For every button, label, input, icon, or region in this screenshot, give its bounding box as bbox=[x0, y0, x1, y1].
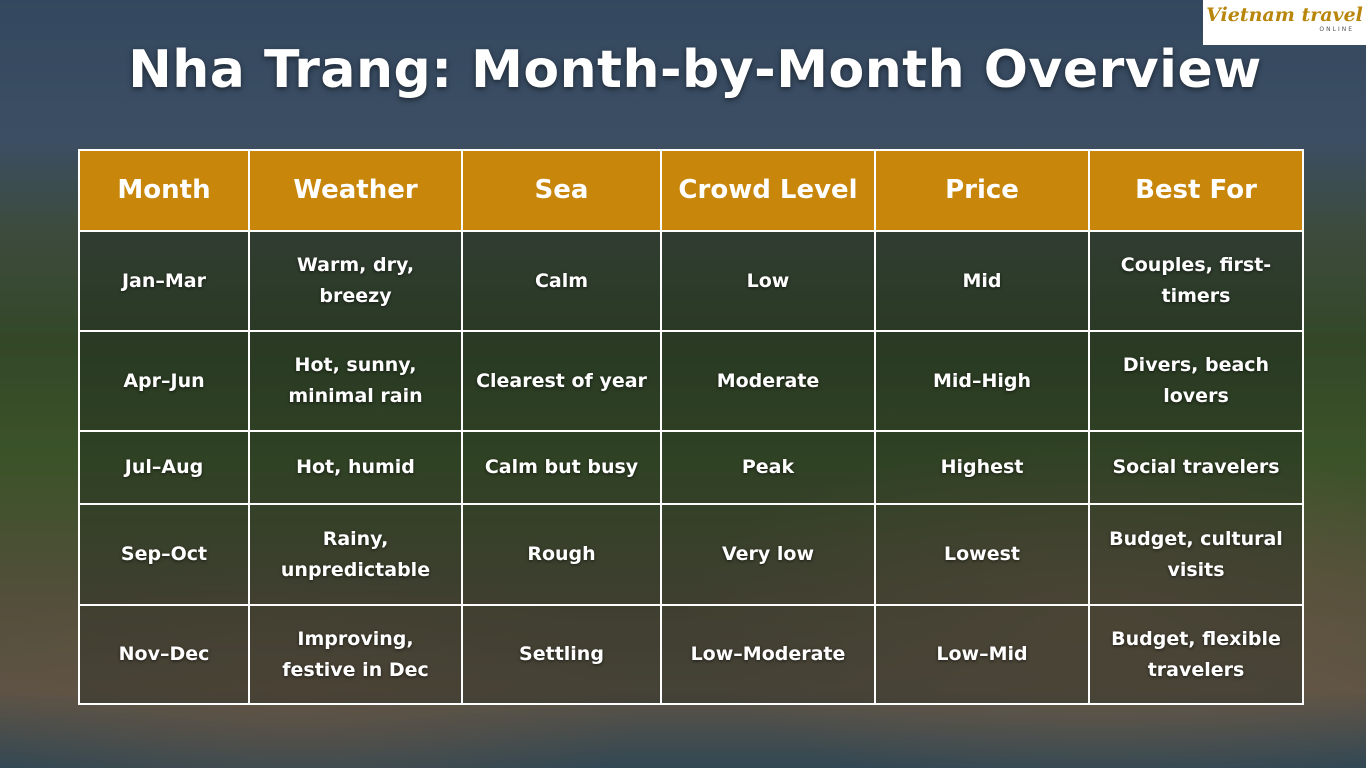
table-cell: Low–Moderate bbox=[660, 604, 876, 705]
table-cell: Social travelers bbox=[1088, 430, 1304, 505]
table-cell: Sep–Oct bbox=[78, 503, 250, 606]
table-cell: Budget, cultural visits bbox=[1088, 503, 1304, 606]
table-cell: Nov–Dec bbox=[78, 604, 250, 705]
column-header: Crowd Level bbox=[660, 149, 876, 232]
table-cell: Settling bbox=[461, 604, 662, 705]
table-cell: Peak bbox=[660, 430, 876, 505]
header-row: Month Weather Sea Crowd Level Price Best For bbox=[78, 149, 1304, 232]
table-cell: Apr–Jun bbox=[78, 330, 250, 432]
table-cell: Calm but busy bbox=[461, 430, 662, 505]
column-header: Weather bbox=[248, 149, 463, 232]
logo-subtext: ONLINE bbox=[1319, 26, 1354, 33]
column-header: Sea bbox=[461, 149, 662, 232]
column-header: Best For bbox=[1088, 149, 1304, 232]
table-cell: Mid bbox=[874, 230, 1090, 332]
table-cell: Hot, humid bbox=[248, 430, 463, 505]
table-cell: Clearest of year bbox=[461, 330, 662, 432]
table-row: Sep–Oct Rainy, unpredictable Rough Very low… bbox=[78, 503, 1304, 606]
table-cell: Calm bbox=[461, 230, 662, 332]
table-cell: Highest bbox=[874, 430, 1090, 505]
table-cell: Budget, flexible travelers bbox=[1088, 604, 1304, 705]
table-cell: Moderate bbox=[660, 330, 876, 432]
page-title: Nha Trang: Month-by-Month Overview bbox=[128, 40, 1262, 100]
table-cell: Jan–Mar bbox=[78, 230, 250, 332]
table-cell: Rough bbox=[461, 503, 662, 606]
table-cell: Low–Mid bbox=[874, 604, 1090, 705]
table-cell: Divers, beach lovers bbox=[1088, 330, 1304, 432]
table-cell: Warm, dry, breezy bbox=[248, 230, 463, 332]
table-cell: Very low bbox=[660, 503, 876, 606]
table-cell: Jul–Aug bbox=[78, 430, 250, 505]
column-header: Month bbox=[78, 149, 250, 232]
table-cell: Lowest bbox=[874, 503, 1090, 606]
table-cell: Couples, first-timers bbox=[1088, 230, 1304, 332]
table-cell: Rainy, unpredictable bbox=[248, 503, 463, 606]
table-cell: Low bbox=[660, 230, 876, 332]
logo[interactable]: Vietnam travel ONLINE bbox=[1203, 0, 1366, 45]
logo-text: Vietnam travel bbox=[1206, 4, 1363, 26]
table-row: Jan–Mar Warm, dry, breezy Calm Low Mid Couple… bbox=[78, 230, 1304, 332]
overview-table: Month Weather Sea Crowd Level Price Best For … bbox=[78, 149, 1304, 705]
table-cell: Hot, sunny, minimal rain bbox=[248, 330, 463, 432]
column-header: Price bbox=[874, 149, 1090, 232]
table-cell: Mid–High bbox=[874, 330, 1090, 432]
table-cell: Improving, festive in Dec bbox=[248, 604, 463, 705]
table-row: Nov–Dec Improving, festive in Dec Settling… bbox=[78, 604, 1304, 705]
table-row: Apr–Jun Hot, sunny, minimal rain Clearest … bbox=[78, 330, 1304, 432]
table-row: Jul–Aug Hot, humid Calm but busy Peak Highes… bbox=[78, 430, 1304, 505]
